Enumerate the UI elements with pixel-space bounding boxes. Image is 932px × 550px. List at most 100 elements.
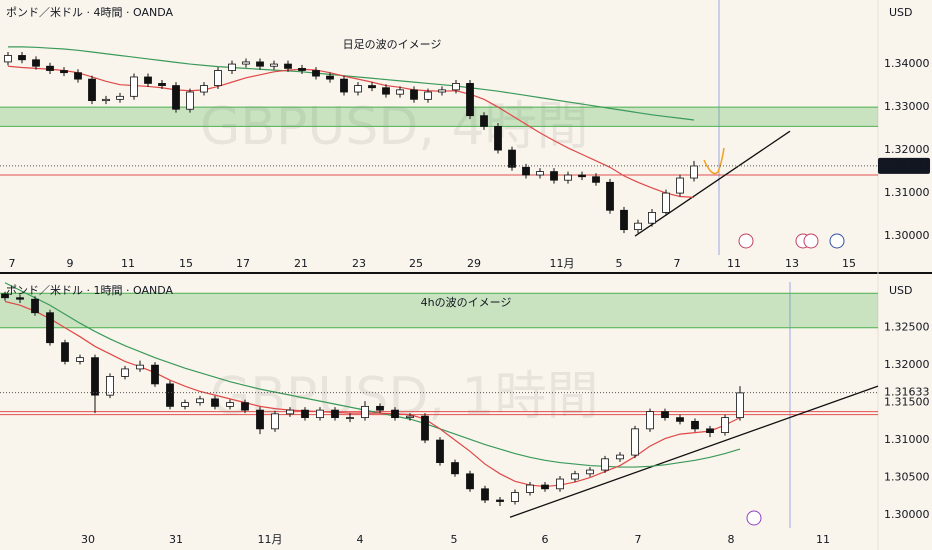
x-tick-label: 13 [785, 257, 799, 270]
candle-body [541, 484, 549, 490]
candle-body [186, 91, 194, 110]
candle-body [346, 417, 354, 420]
x-tick-label: 11月 [550, 257, 575, 270]
trend-line [634, 130, 791, 237]
candle-body [32, 59, 40, 67]
candle-body [46, 65, 54, 71]
candle-body [391, 409, 399, 419]
candle-body [298, 67, 306, 71]
candle-body [438, 89, 446, 93]
candle-body [706, 428, 714, 433]
event-icons [738, 233, 845, 526]
candle-body [690, 165, 698, 179]
candle-body [158, 83, 166, 86]
price-box [878, 157, 930, 174]
event-icon [803, 233, 819, 249]
candle-body [662, 192, 670, 213]
x-tick-label: 15 [179, 257, 193, 270]
currency: USD [889, 6, 913, 19]
wave-note: 4hの波のイメージ [421, 296, 512, 309]
y-tick-label: 1.32500 [884, 321, 930, 334]
y-tick-label: 1.32000 [884, 143, 930, 156]
candle-body [74, 72, 82, 80]
candle-body [286, 409, 294, 415]
candle-body [466, 473, 474, 490]
wave-note: 日足の波のイメージ [343, 38, 442, 51]
candle-body [368, 85, 376, 89]
candle-body [106, 376, 114, 396]
currency: USD [889, 284, 913, 297]
candle-body [556, 478, 564, 490]
candle-body [16, 297, 24, 300]
candle-body [211, 398, 219, 407]
candle-body [46, 312, 54, 344]
candle-body [522, 166, 530, 176]
x-tick-label: 11 [816, 533, 830, 546]
candle-body [616, 454, 624, 460]
candle-body [340, 78, 348, 93]
x-tick-label: 5 [616, 257, 623, 270]
candle-body [242, 61, 250, 65]
candle-body [354, 85, 362, 93]
zone [0, 107, 878, 127]
x-tick-label: 4 [357, 533, 364, 546]
candle-body [466, 83, 474, 117]
candle-body [648, 212, 656, 224]
x-tick-label: 11 [121, 257, 135, 270]
candle-body [508, 149, 516, 168]
candle-body [31, 298, 39, 314]
candle-body [151, 364, 159, 385]
candle-body [606, 181, 614, 211]
candle-body [721, 417, 729, 433]
candle-body [228, 63, 236, 71]
candle-body [421, 415, 429, 441]
candle-body [226, 402, 234, 407]
candle-body [496, 499, 504, 502]
candle-body [241, 402, 249, 411]
x-tick-label: 30 [81, 533, 95, 546]
candle-body [480, 115, 488, 127]
candle-body [634, 222, 642, 231]
candle-body [18, 55, 26, 61]
candle-body [406, 415, 414, 419]
candle-body [646, 411, 654, 430]
x-tick-label: 7 [674, 257, 681, 270]
candle-body [436, 439, 444, 463]
candle-body [410, 89, 418, 100]
y-tick-label: 1.33000 [884, 100, 930, 113]
candle-body [494, 126, 502, 151]
x-tick-label: 5 [451, 533, 458, 546]
candle-body [676, 417, 684, 422]
candle-body [172, 85, 180, 110]
x-tick-label: 7 [635, 533, 642, 546]
x-tick-label: 15 [842, 257, 856, 270]
candle-body [620, 209, 628, 231]
candle-body [284, 63, 292, 69]
y-tick-label: 1.30000 [884, 508, 930, 521]
candle-body [60, 70, 68, 74]
candle-body [76, 357, 84, 362]
candle-body [564, 174, 572, 181]
candle-body [136, 364, 144, 370]
candle-body [601, 458, 609, 471]
panel-title: ポンド／米ドル · 1時間 · OANDA [6, 284, 173, 297]
moving-average [4, 300, 741, 488]
zone [0, 293, 878, 328]
candle-body [536, 171, 544, 176]
candle-body [481, 488, 489, 501]
candle-body [691, 420, 699, 430]
y-tick-label: 1.30500 [884, 471, 930, 484]
x-tick-label: 11月 [258, 533, 283, 546]
candle-body [4, 55, 12, 63]
wave-sketch [703, 147, 725, 175]
candle-body [196, 398, 204, 404]
y-tick-label: 1.30000 [884, 229, 930, 242]
candle-body [631, 428, 639, 456]
x-tick-label: 7 [9, 257, 16, 270]
candle-body [511, 492, 519, 502]
candle-body [376, 405, 384, 411]
y-tick-label: 1.31500 [884, 396, 930, 409]
